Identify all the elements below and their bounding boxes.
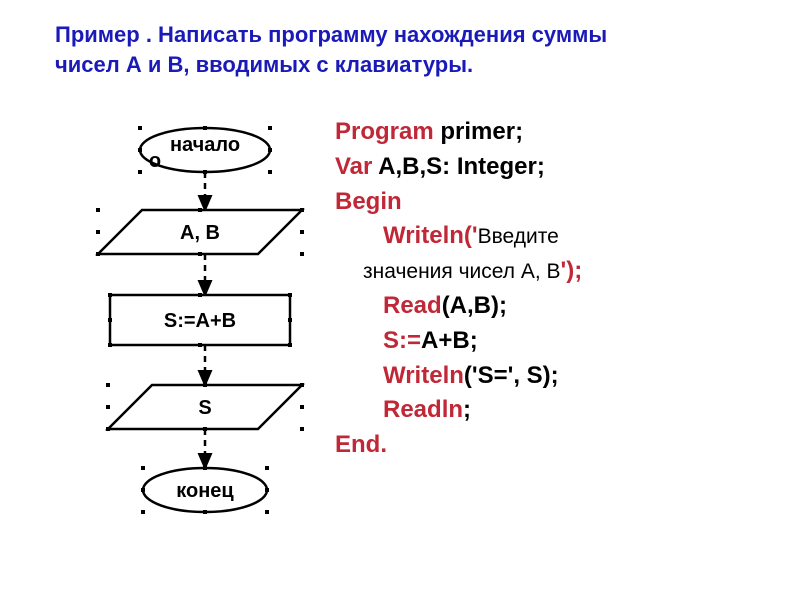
selection-handle — [141, 488, 145, 492]
code-line: Writeln('Введите — [335, 219, 780, 254]
flowchart-svg: началоо A, B S:=A+B Sконец — [75, 110, 335, 570]
selection-handle — [268, 170, 272, 174]
code-text: ('S=', S); — [464, 362, 559, 389]
code-keyword: Writeln( — [383, 222, 472, 249]
code-text: A+B; — [421, 327, 478, 354]
code-text: A,B,S: Integer; — [372, 153, 544, 180]
selection-handle — [203, 510, 207, 514]
selection-handle — [288, 293, 292, 297]
title-line-1: Пример . Написать программу нахождения с… — [55, 22, 607, 47]
selection-handle — [198, 208, 202, 212]
selection-handle — [198, 293, 202, 297]
selection-handle — [300, 383, 304, 387]
selection-handle — [138, 170, 142, 174]
code-text: (A,B); — [442, 292, 507, 319]
code-keyword: End. — [335, 431, 387, 458]
slide-title: Пример . Написать программу нахождения с… — [55, 20, 735, 79]
selection-handle — [265, 466, 269, 470]
selection-handle — [203, 427, 207, 431]
selection-handle — [198, 252, 202, 256]
code-keyword: Var — [335, 153, 372, 180]
code-text: значения чисел A, B — [363, 260, 561, 283]
selection-handle — [106, 405, 110, 409]
slide: Пример . Написать программу нахождения с… — [0, 0, 800, 600]
code-line: значения чисел A, B'); — [335, 254, 780, 289]
selection-handle — [288, 343, 292, 347]
selection-handle — [108, 343, 112, 347]
code-keyword: '); — [561, 257, 583, 284]
selection-handle — [96, 230, 100, 234]
flow-node-process: S:=A+B — [108, 293, 292, 347]
selection-handle — [265, 488, 269, 492]
selection-handle — [108, 293, 112, 297]
selection-handle — [300, 208, 304, 212]
code-keyword: Begin — [335, 188, 402, 215]
flow-node-end: конец — [141, 466, 269, 514]
selection-handle — [300, 230, 304, 234]
flow-node-output: S — [106, 383, 304, 431]
selection-handle — [268, 126, 272, 130]
code-line: Writeln('S=', S); — [335, 359, 780, 394]
code-block: Program primer;Var A,B,S: Integer;BeginW… — [335, 115, 780, 463]
code-line: Begin — [335, 185, 780, 220]
flow-node-start: началоо — [138, 126, 272, 174]
flow-node-label: конец — [176, 480, 234, 502]
selection-handle — [288, 318, 292, 322]
selection-handle — [300, 405, 304, 409]
flow-node-input: A, B — [96, 208, 304, 256]
selection-handle — [108, 318, 112, 322]
flow-node-label: S:=A+B — [164, 310, 236, 332]
flow-node-label: S — [198, 397, 211, 419]
selection-handle — [106, 427, 110, 431]
selection-handle — [141, 466, 145, 470]
selection-handle — [300, 427, 304, 431]
code-line: End. — [335, 428, 780, 463]
code-keyword: Program — [335, 118, 434, 145]
selection-handle — [203, 170, 207, 174]
selection-handle — [198, 343, 202, 347]
flow-node-label: A, B — [180, 222, 220, 244]
selection-handle — [96, 252, 100, 256]
flow-node-label: начало — [170, 134, 240, 156]
flow-node-sublabel: о — [149, 150, 161, 172]
code-keyword: Read — [383, 292, 442, 319]
selection-handle — [203, 466, 207, 470]
selection-handle — [300, 252, 304, 256]
code-line: Readln; — [335, 393, 780, 428]
code-text: ; — [463, 396, 471, 423]
selection-handle — [106, 383, 110, 387]
title-line-2: чисел А и В, вводимых с клавиатуры. — [55, 52, 473, 77]
selection-handle — [138, 126, 142, 130]
code-keyword: Readln — [383, 396, 463, 423]
selection-handle — [268, 148, 272, 152]
selection-handle — [203, 126, 207, 130]
code-line: Var A,B,S: Integer; — [335, 150, 780, 185]
code-text: primer; — [434, 118, 523, 145]
code-keyword: S:= — [383, 327, 421, 354]
selection-handle — [203, 383, 207, 387]
code-line: Program primer; — [335, 115, 780, 150]
code-keyword: Writeln — [383, 362, 464, 389]
selection-handle — [141, 510, 145, 514]
code-text: Введите — [478, 225, 559, 248]
flowchart: началоо A, B S:=A+B Sконец — [75, 110, 335, 580]
selection-handle — [138, 148, 142, 152]
selection-handle — [96, 208, 100, 212]
code-line: S:=A+B; — [335, 324, 780, 359]
selection-handle — [265, 510, 269, 514]
code-line: Read(A,B); — [335, 289, 780, 324]
